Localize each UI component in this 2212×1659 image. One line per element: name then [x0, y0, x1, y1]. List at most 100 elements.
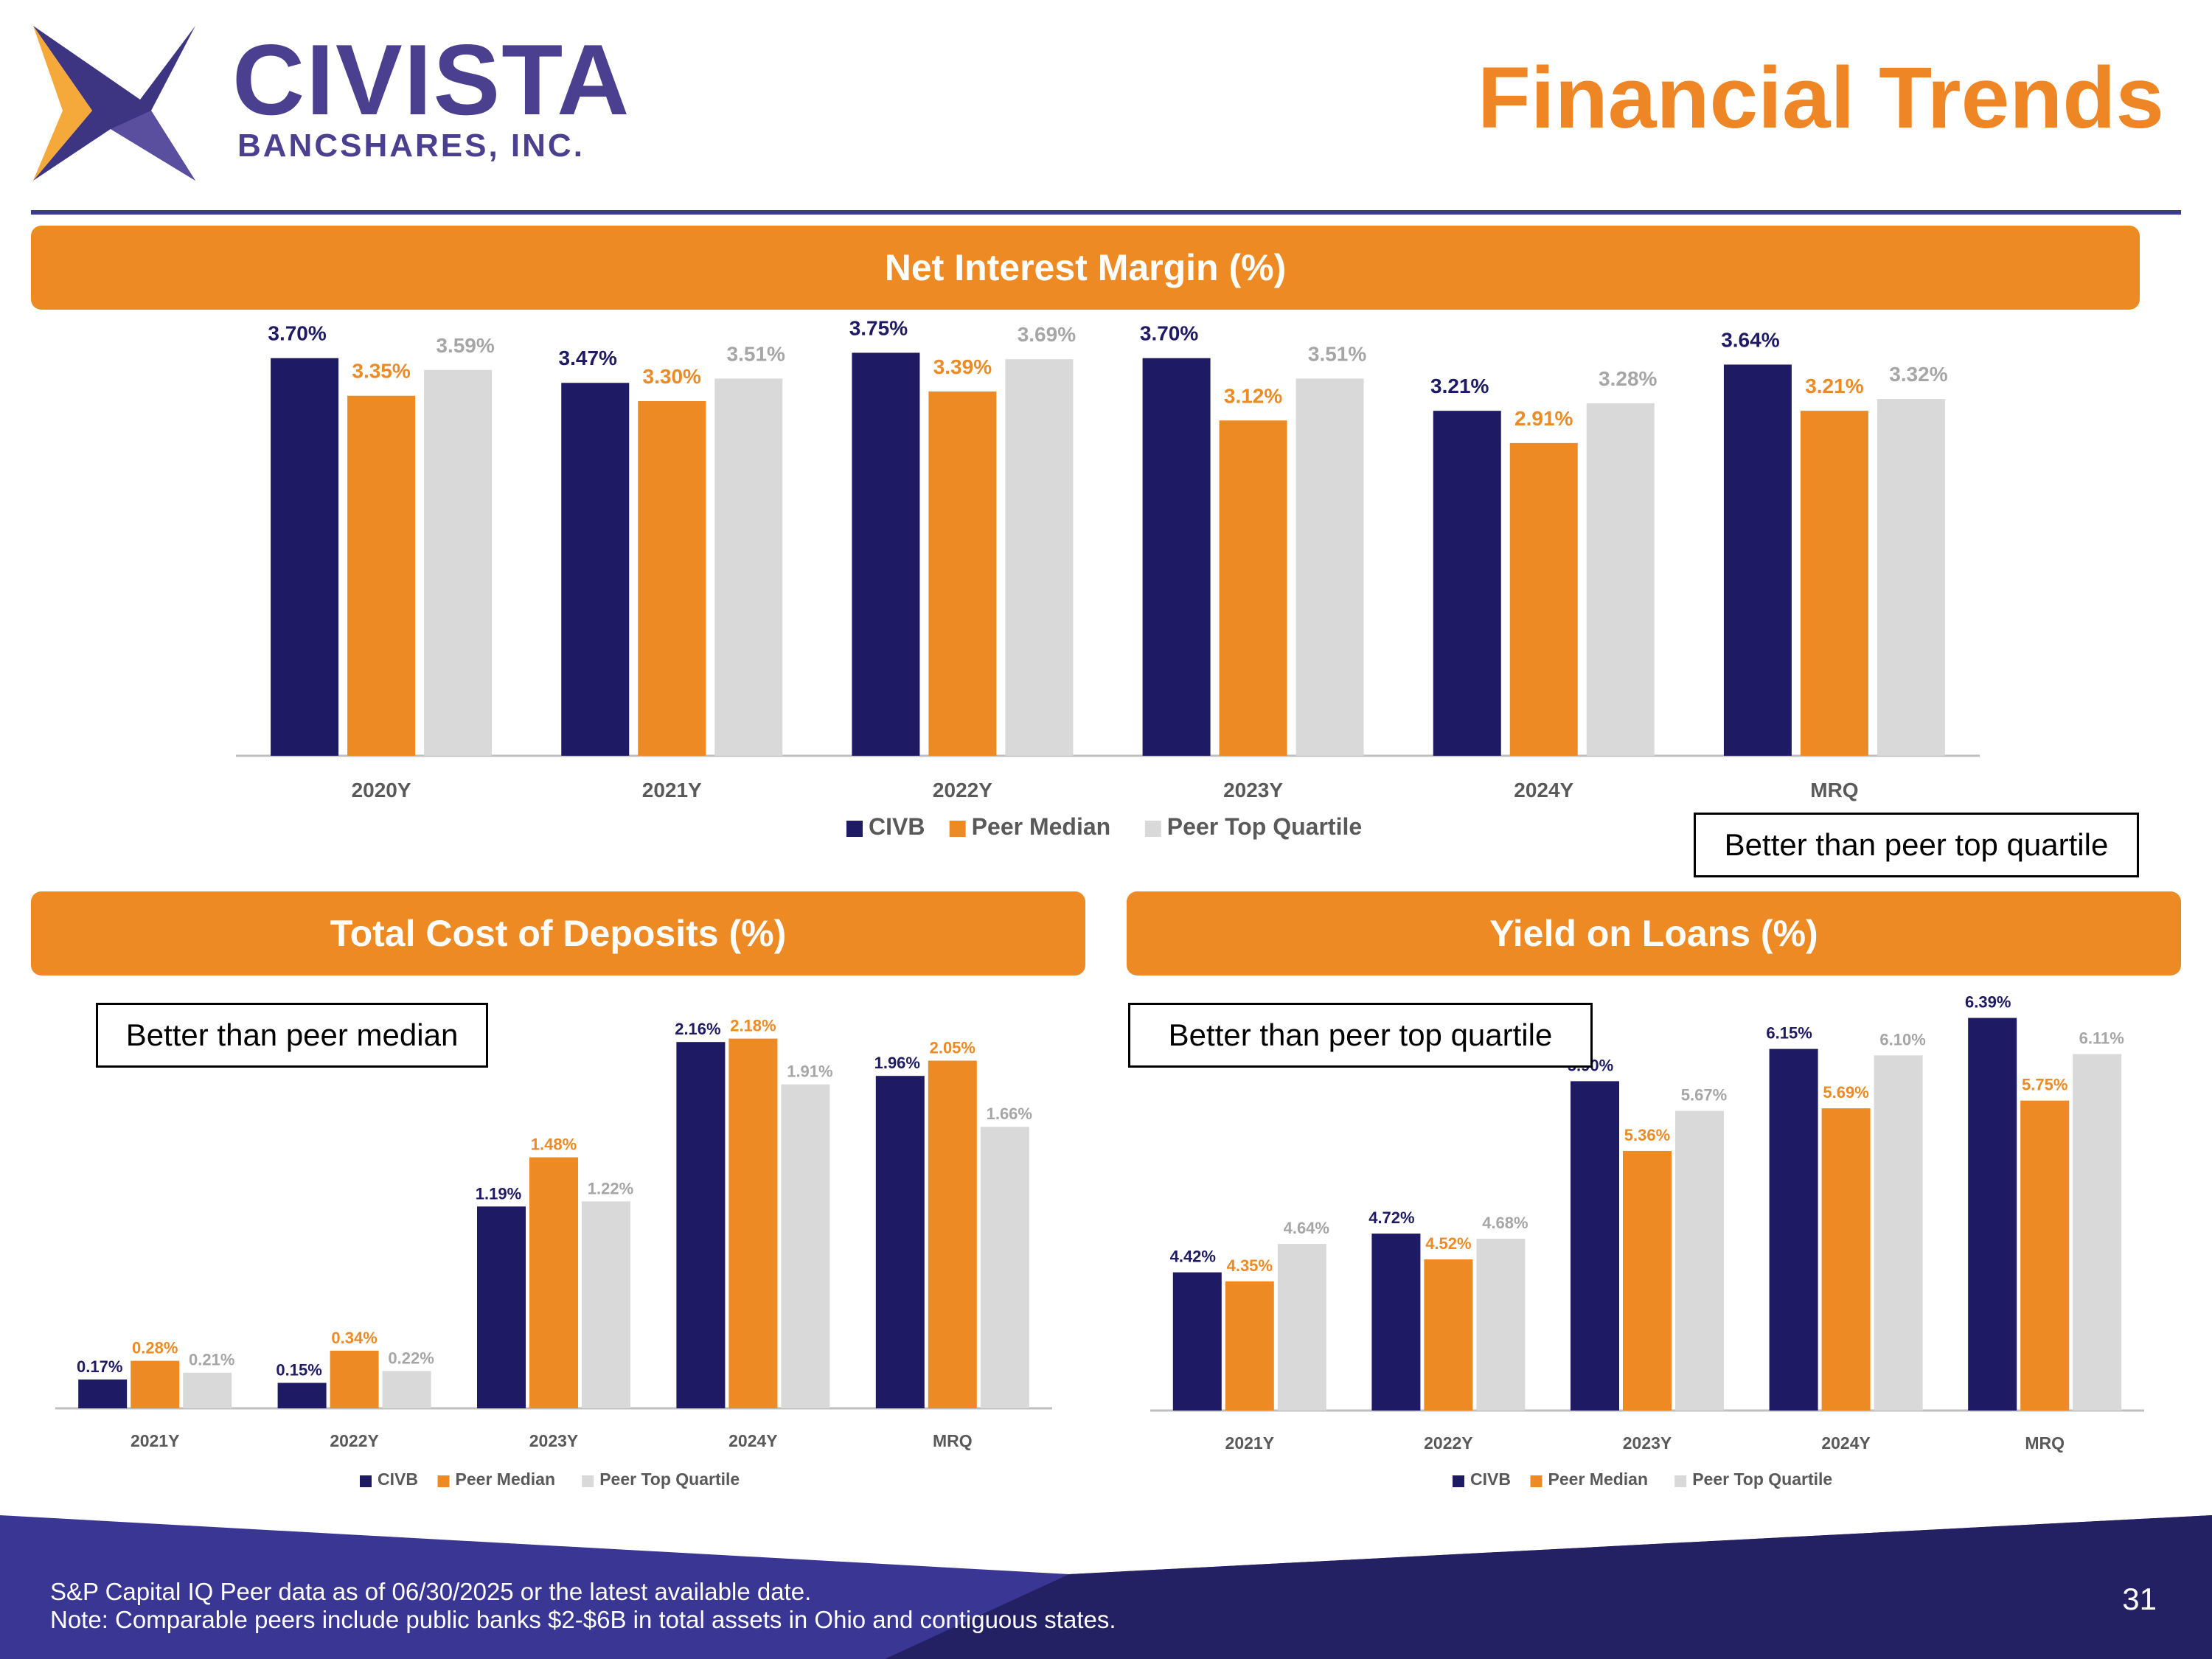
nim-bar-peer-median-2024y: [1509, 442, 1578, 756]
tcd-category-label: 2021Y: [131, 1431, 180, 1450]
tcd-bar-peer-median-2024y: [728, 1038, 778, 1408]
yol-bar-peer-top-quartile-2023y: [1675, 1110, 1724, 1411]
nim-data-label: 3.64%: [1721, 328, 1779, 351]
nim-bar-chart: 3.70% 3.35% 3.59% 2020Y 3.47% 3.30% 3.51% 2021Y…: [236, 316, 1980, 840]
nim-data-label: 3.59%: [436, 334, 494, 357]
yol-data-label: 6.11%: [2079, 1029, 2124, 1048]
tcd-data-label: 2.16%: [675, 1020, 720, 1038]
tcd-bar-peer-median-mrq: [928, 1060, 977, 1408]
yol-bar-peer-top-quartile-2024y: [1874, 1055, 1923, 1411]
nim-data-label: 3.21%: [1805, 375, 1863, 397]
yol-category-label: 2023Y: [1623, 1433, 1672, 1453]
tcd-data-label: 0.17%: [77, 1357, 122, 1376]
yol-data-label: 4.72%: [1368, 1208, 1414, 1227]
tcd-legend-label-peer-median: Peer Median: [456, 1470, 556, 1489]
tcd-data-label: 1.19%: [476, 1184, 521, 1203]
nim-data-label: 3.51%: [727, 342, 785, 365]
yol-bar-peer-median-2022y: [1424, 1259, 1473, 1411]
yol-bar-civb-2024y: [1769, 1048, 1818, 1411]
tcd-data-label: 1.22%: [588, 1179, 633, 1197]
nim-legend-label-peer-top-quartile: Peer Top Quartile: [1167, 813, 1362, 840]
yol-bar-peer-top-quartile-mrq: [2073, 1054, 2122, 1411]
footer-source-note: S&P Capital IQ Peer data as of 06/30/202…: [50, 1578, 812, 1605]
page-number: 31: [2122, 1582, 2157, 1616]
yol-category-label: MRQ: [2025, 1433, 2065, 1453]
nim-data-label: 3.75%: [849, 316, 908, 339]
nim-bar-peer-median-2021y: [638, 401, 706, 756]
nim-bar-civb-mrq: [1723, 364, 1792, 757]
nim-legend-swatch-peer-top-quartile: [1144, 821, 1161, 837]
nim-data-label: 3.21%: [1430, 375, 1489, 397]
tcd-data-label: 0.21%: [189, 1351, 234, 1369]
tcd-bar-civb-2024y: [676, 1042, 726, 1408]
yol-bar-chart: 4.42% 4.35% 4.64% 2021Y 4.72% 4.52% 4.68% 2022Y…: [1150, 993, 2144, 1489]
yol-bar-peer-top-quartile-2022y: [1476, 1239, 1526, 1411]
tcd-data-label: 1.48%: [531, 1135, 577, 1154]
nim-data-label: 3.39%: [933, 355, 992, 378]
nim-category-label: 2023Y: [1223, 779, 1283, 801]
tcd-bar-peer-top-quartile-2021y: [183, 1372, 232, 1408]
yol-bar-peer-top-quartile-2021y: [1277, 1244, 1326, 1411]
nim-category-label: 2022Y: [933, 779, 992, 801]
nim-legend-swatch-civb: [846, 821, 863, 837]
tcd-bar-peer-median-2021y: [131, 1360, 180, 1408]
yol-bar-civb-2021y: [1172, 1272, 1222, 1411]
header-divider: [31, 210, 2181, 215]
tcd-data-label: 0.28%: [132, 1339, 178, 1357]
tcd-data-label: 1.91%: [787, 1062, 832, 1081]
tcd-category-label: 2023Y: [529, 1431, 579, 1450]
logo-wordmark: CIVISTA: [232, 24, 631, 136]
page-title: Financial Trends: [1477, 49, 2164, 147]
nim-data-label: 3.30%: [643, 365, 701, 388]
nim-data-label: 3.70%: [1140, 322, 1198, 345]
tcd-legend-label-civb: CIVB: [378, 1470, 418, 1489]
yol-legend-label-peer-top-quartile: Peer Top Quartile: [1692, 1470, 1832, 1489]
nim-bar-peer-top-quartile-2020y: [424, 369, 493, 756]
nim-bar-peer-top-quartile-mrq: [1877, 399, 1945, 756]
yol-legend-swatch-peer-median: [1530, 1475, 1543, 1487]
footer-band: [0, 1515, 2212, 1659]
yol-bar-peer-median-2021y: [1225, 1281, 1274, 1411]
nim-legend-label-civb: CIVB: [869, 813, 925, 840]
yol-bar-civb-2023y: [1571, 1081, 1619, 1411]
tcd-data-label: 1.96%: [874, 1054, 920, 1072]
nim-bar-peer-top-quartile-2024y: [1586, 403, 1655, 756]
nim-legend-swatch-peer-median: [949, 821, 966, 837]
yol-bar-civb-2022y: [1371, 1234, 1421, 1411]
nim-data-label: 2.91%: [1514, 407, 1573, 430]
nim-data-label: 3.12%: [1224, 384, 1282, 407]
yol-data-label: 5.36%: [1624, 1126, 1670, 1144]
nim-bar-civb-2021y: [561, 383, 630, 756]
civista-logo: [33, 26, 195, 181]
nim-bar-peer-median-2023y: [1219, 420, 1287, 756]
tcd-data-label: 0.22%: [388, 1349, 434, 1367]
nim-bar-peer-median-mrq: [1800, 411, 1868, 756]
tcd-bar-civb-mrq: [875, 1076, 925, 1408]
yol-category-label: 2022Y: [1424, 1433, 1473, 1453]
yol-bar-civb-mrq: [1968, 1018, 2017, 1411]
nim-legend-label-peer-median: Peer Median: [972, 813, 1111, 840]
footer-peer-note: Note: Comparable peers include public ba…: [50, 1606, 1116, 1633]
nim-category-label: MRQ: [1810, 779, 1858, 801]
tcd-callout: Better than peer median: [96, 1003, 488, 1068]
tcd-bar-peer-top-quartile-2022y: [382, 1371, 431, 1408]
nim-category-label: 2020Y: [352, 779, 411, 801]
tcd-category-label: 2024Y: [728, 1431, 778, 1450]
yol-data-label: 5.75%: [2022, 1076, 2067, 1094]
yol-legend-swatch-peer-top-quartile: [1674, 1475, 1687, 1487]
tcd-bar-civb-2023y: [477, 1206, 526, 1408]
tcd-bar-peer-median-2023y: [529, 1157, 578, 1408]
tcd-bar-peer-top-quartile-2024y: [781, 1084, 830, 1408]
yol-callout: Better than peer top quartile: [1128, 1003, 1593, 1068]
logo-star-accent: [33, 26, 92, 181]
yol-data-label: 6.39%: [1965, 993, 2011, 1012]
nim-category-label: 2024Y: [1514, 779, 1573, 801]
tcd-category-label: 2022Y: [330, 1431, 379, 1450]
nim-category-label: 2021Y: [642, 779, 702, 801]
nim-data-label: 3.70%: [268, 322, 326, 345]
tcd-data-label: 1.66%: [987, 1105, 1032, 1123]
tcd-bar-peer-top-quartile-2023y: [582, 1201, 630, 1408]
yol-legend-label-peer-median: Peer Median: [1548, 1470, 1649, 1489]
yol-data-label: 4.68%: [1482, 1214, 1528, 1232]
tcd-data-label: 0.15%: [276, 1361, 321, 1380]
